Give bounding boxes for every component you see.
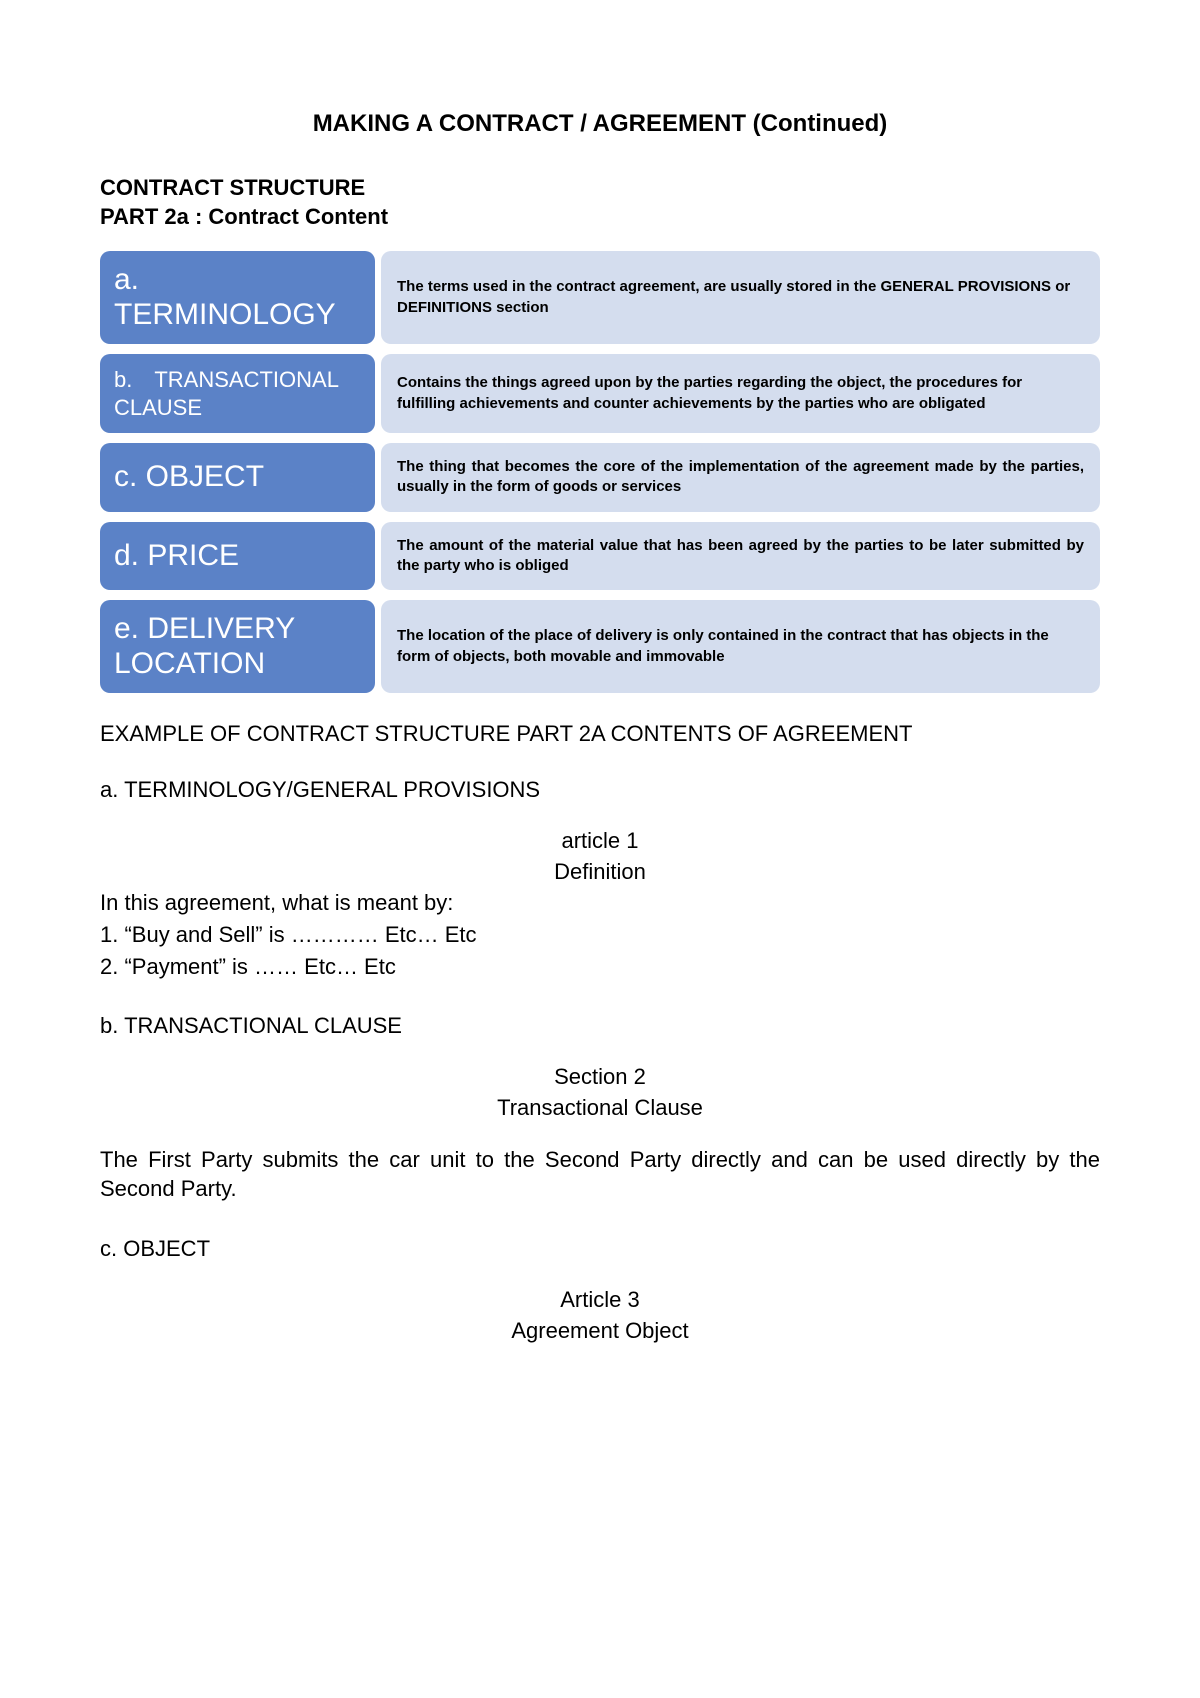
page-title: MAKING A CONTRACT / AGREEMENT (Continued…: [100, 110, 1100, 138]
desc-terminology: The terms used in the contract agreement…: [381, 251, 1100, 344]
content-row-transactional: b. TRANSACTIONAL CLAUSE Contains the thi…: [100, 354, 1100, 433]
desc-object: The thing that becomes the core of the i…: [381, 443, 1100, 512]
desc-price: The amount of the material value that ha…: [381, 522, 1100, 591]
subtitle-block: CONTRACT STRUCTURE PART 2a : Contract Co…: [100, 174, 1100, 231]
content-row-price: d. PRICE The amount of the material valu…: [100, 522, 1100, 591]
article-1-line-1: article 1: [100, 827, 1100, 856]
document-page: MAKING A CONTRACT / AGREEMENT (Continued…: [0, 0, 1200, 1407]
section-2-line-2: Transactional Clause: [100, 1094, 1100, 1123]
article-1-intro: In this agreement, what is meant by:: [100, 888, 1100, 918]
label-price: d. PRICE: [100, 522, 375, 591]
label-object: c. OBJECT: [100, 443, 375, 512]
label-delivery: e. DELIVERY LOCATION: [100, 600, 375, 693]
article-3-line-1: Article 3: [100, 1286, 1100, 1315]
example-heading: EXAMPLE OF CONTRACT STRUCTURE PART 2A CO…: [100, 721, 1100, 747]
article-1-item-2: 2. “Payment” is …… Etc… Etc: [100, 952, 1100, 982]
label-terminology: a. TERMINOLOGY: [100, 251, 375, 344]
desc-delivery: The location of the place of delivery is…: [381, 600, 1100, 693]
section-a-label: a. TERMINOLOGY/GENERAL PROVISIONS: [100, 777, 1100, 803]
content-row-object: c. OBJECT The thing that becomes the cor…: [100, 443, 1100, 512]
subtitle-line-2: PART 2a : Contract Content: [100, 204, 388, 229]
desc-transactional: Contains the things agreed upon by the p…: [381, 354, 1100, 433]
section-2-body: The First Party submits the car unit to …: [100, 1145, 1100, 1204]
section-b-label: b. TRANSACTIONAL CLAUSE: [100, 1013, 1100, 1039]
article-3-line-2: Agreement Object: [100, 1317, 1100, 1346]
article-1-line-2: Definition: [100, 858, 1100, 887]
subtitle-line-1: CONTRACT STRUCTURE: [100, 175, 365, 200]
content-row-delivery: e. DELIVERY LOCATION The location of the…: [100, 600, 1100, 693]
article-1-item-1: 1. “Buy and Sell” is ………… Etc… Etc: [100, 920, 1100, 950]
content-row-terminology: a. TERMINOLOGY The terms used in the con…: [100, 251, 1100, 344]
section-2-line-1: Section 2: [100, 1063, 1100, 1092]
label-transactional: b. TRANSACTIONAL CLAUSE: [100, 354, 375, 433]
section-c-label: c. OBJECT: [100, 1236, 1100, 1262]
